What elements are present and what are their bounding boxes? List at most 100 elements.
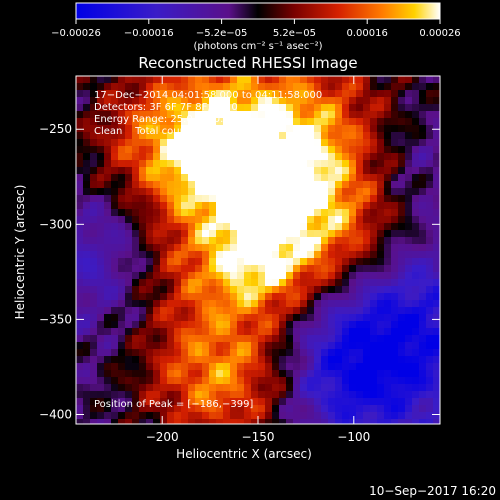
heatmap-cell	[321, 328, 328, 335]
heatmap-cell	[146, 202, 153, 209]
heatmap-cell	[76, 139, 83, 146]
heatmap-cell	[111, 104, 118, 111]
heatmap-cell	[370, 265, 377, 272]
heatmap-cell	[132, 167, 139, 174]
heatmap-cell	[223, 342, 230, 349]
heatmap-cell	[188, 174, 195, 181]
heatmap-cell	[146, 97, 153, 104]
heatmap-cell	[216, 328, 223, 335]
heatmap-cell	[426, 286, 433, 293]
heatmap-cell	[104, 195, 111, 202]
heatmap-cell	[377, 321, 384, 328]
heatmap-cell	[167, 195, 174, 202]
heatmap-cell	[265, 244, 272, 251]
heatmap-cell	[125, 167, 132, 174]
heatmap-cell	[349, 244, 356, 251]
heatmap-cell	[405, 181, 412, 188]
heatmap-cell	[314, 83, 321, 90]
heatmap-cell	[433, 258, 440, 265]
heatmap-cell	[328, 328, 335, 335]
heatmap-cell	[265, 209, 272, 216]
heatmap-cell	[202, 258, 209, 265]
heatmap-cell	[244, 321, 251, 328]
heatmap-cell	[426, 230, 433, 237]
heatmap-cell	[335, 139, 342, 146]
heatmap-cell	[174, 237, 181, 244]
heatmap-cell	[104, 209, 111, 216]
annotation-clean-counts: Clean Total counts: 5.57E+03	[94, 126, 251, 137]
heatmap-cell	[419, 328, 426, 335]
heatmap-cell	[265, 398, 272, 405]
heatmap-cell	[223, 398, 230, 405]
heatmap-cell	[300, 314, 307, 321]
heatmap-cell	[398, 272, 405, 279]
heatmap-cell	[209, 167, 216, 174]
heatmap-cell	[426, 125, 433, 132]
heatmap-cell	[433, 97, 440, 104]
heatmap-cell	[223, 209, 230, 216]
heatmap-cell	[251, 321, 258, 328]
heatmap-cell	[356, 419, 363, 424]
heatmap-cell	[118, 377, 125, 384]
heatmap-cell	[258, 188, 265, 195]
heatmap-cell	[167, 335, 174, 342]
heatmap-cell	[244, 195, 251, 202]
heatmap-cell	[118, 118, 125, 125]
heatmap-cell	[321, 356, 328, 363]
heatmap-cell	[314, 272, 321, 279]
heatmap-cell	[433, 335, 440, 342]
heatmap-cell	[202, 370, 209, 377]
heatmap-cell	[237, 405, 244, 412]
heatmap-cell	[76, 97, 83, 104]
heatmap-cell	[223, 139, 230, 146]
heatmap-cell	[160, 293, 167, 300]
heatmap-cell	[419, 293, 426, 300]
heatmap-cell	[356, 230, 363, 237]
heatmap-cell	[321, 314, 328, 321]
heatmap-cell	[405, 97, 412, 104]
heatmap-cell	[335, 384, 342, 391]
heatmap-cell	[426, 293, 433, 300]
heatmap-cell	[377, 356, 384, 363]
heatmap-cell	[300, 321, 307, 328]
heatmap-cell	[419, 363, 426, 370]
heatmap-cell	[405, 153, 412, 160]
heatmap-cell	[76, 104, 83, 111]
heatmap-cell	[104, 139, 111, 146]
heatmap-cell	[202, 83, 209, 90]
heatmap-cell	[167, 188, 174, 195]
heatmap-cell	[181, 258, 188, 265]
heatmap-cell	[405, 342, 412, 349]
heatmap-cell	[272, 335, 279, 342]
heatmap-cell	[356, 244, 363, 251]
heatmap-cell	[251, 279, 258, 286]
heatmap-cell	[181, 209, 188, 216]
heatmap-cell	[111, 90, 118, 97]
heatmap-cell	[223, 377, 230, 384]
heatmap-cell	[265, 167, 272, 174]
heatmap-cell	[174, 293, 181, 300]
heatmap-cell	[153, 293, 160, 300]
heatmap-cell	[251, 216, 258, 223]
heatmap-cell	[356, 188, 363, 195]
heatmap-cell	[405, 349, 412, 356]
heatmap-cell	[433, 300, 440, 307]
heatmap-cell	[174, 139, 181, 146]
heatmap-cell	[216, 195, 223, 202]
heatmap-cell	[433, 419, 440, 424]
heatmap-cell	[153, 321, 160, 328]
heatmap-cell	[307, 356, 314, 363]
heatmap-cell	[314, 265, 321, 272]
heatmap-cell	[237, 349, 244, 356]
heatmap-cell	[146, 412, 153, 419]
heatmap-cell	[76, 188, 83, 195]
heatmap-cell	[111, 202, 118, 209]
heatmap-cell	[153, 195, 160, 202]
heatmap-cell	[377, 104, 384, 111]
heatmap-cell	[398, 244, 405, 251]
heatmap-cell	[419, 349, 426, 356]
heatmap-cell	[272, 209, 279, 216]
heatmap-cell	[97, 265, 104, 272]
heatmap-cell	[335, 118, 342, 125]
heatmap-cell	[356, 174, 363, 181]
